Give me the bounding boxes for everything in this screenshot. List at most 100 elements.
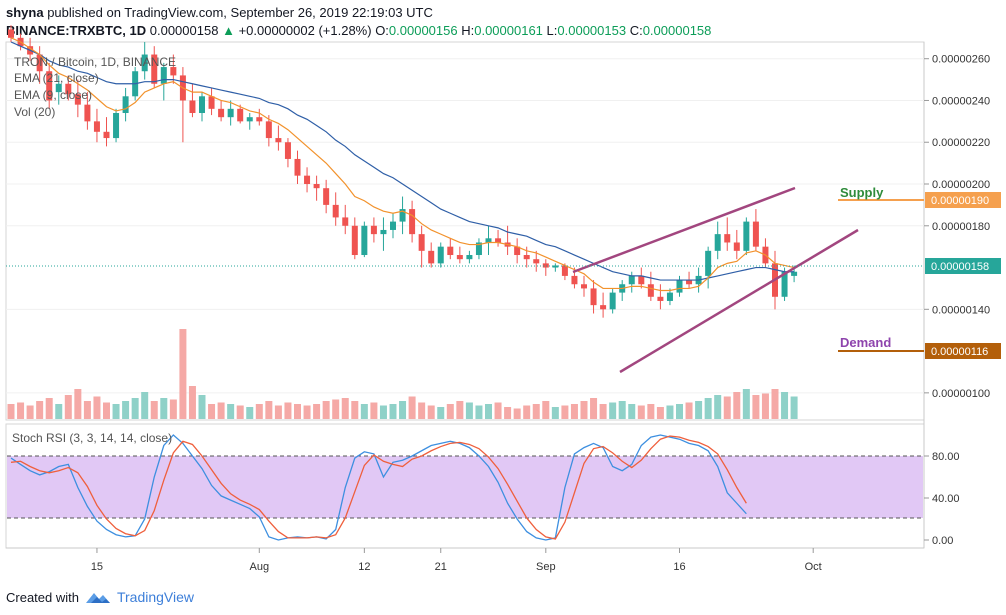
candle-body [466,255,473,260]
time-tick-label: 16 [673,561,685,573]
volume-bar [150,401,158,419]
candle-body [332,204,339,218]
candle-body [552,265,559,268]
volume-bar [685,402,693,419]
volume-bar [274,405,282,419]
volume-bar [599,404,607,419]
candle-body [571,275,578,285]
volume-bar [465,402,473,419]
candlestick-series[interactable] [8,25,798,318]
tradingview-brand[interactable]: TradingView [116,589,195,605]
high-label: H: [461,23,475,38]
volume-bar [188,386,196,419]
candle-body [74,94,81,105]
volume-bar [103,402,110,419]
volume-bar [399,401,407,419]
volume-bar [628,404,636,419]
high-value: 0.00000161 [474,23,543,38]
volume-bar [284,402,292,419]
volume-bar [504,407,512,419]
channel-lower-line[interactable] [619,228,859,374]
volume-bar [695,401,703,419]
candle-body [304,175,311,185]
volume-bar [227,404,235,419]
volume-bar [198,395,206,419]
time-tick-label: 15 [91,561,103,573]
demand-price-text: 0.00000116 [931,346,988,358]
publish-info: shyna published on TradingView.com, Sept… [6,5,433,20]
volume-bar [513,408,521,419]
volume-bar [131,398,139,419]
candle-body [456,255,463,260]
volume-bar [370,402,378,419]
volume-bar [609,402,617,419]
candle-body [227,108,234,118]
symbol-label: BINANCE:TRXBTC, 1D [6,23,147,38]
candle-body [647,284,654,297]
candle-body [370,225,377,235]
volume-bar [523,405,531,419]
candle-body [533,259,540,264]
candle-body [638,275,645,285]
candle-body [113,113,120,139]
volume-bar [55,404,63,419]
volume-bar [570,404,578,419]
time-tick-label: Aug [250,561,270,573]
volume-bar [742,389,750,419]
candle-body [724,234,731,243]
tradingview-logo-icon [85,593,110,603]
legend-title: TRON / Bitcoin, 1D, BINANCE [14,55,176,69]
volume-bar [408,396,416,419]
candle-body [791,271,798,276]
volume-bar [7,404,15,419]
price-tick-label: 0.00000240 [932,95,990,107]
volume-bar [45,398,53,419]
volume-bar [676,404,683,419]
volume-bar [733,392,741,419]
channel-upper-line[interactable] [572,186,796,274]
candle-body [208,96,215,109]
candle-body [447,246,454,256]
candle-body [475,242,482,256]
candle-body [151,54,158,84]
candle-body [628,275,635,285]
candle-body [390,221,396,230]
candle-body [428,250,435,264]
candle-body [103,131,110,139]
candle-body [657,296,664,301]
candle-body [265,121,272,139]
time-tick-label: Oct [805,561,822,573]
supply-price-tag [925,192,1001,208]
volume-bar [351,401,359,419]
volume-bar [446,404,454,419]
volume-bar [341,398,349,419]
time-tick-label: Sep [536,561,556,573]
candle-body [237,108,244,122]
current-price-text: 0.00000158 [931,261,989,273]
candle-body [514,246,521,256]
candle-body [361,225,368,256]
candle-body [46,71,53,101]
volume-bar [246,407,254,419]
ema21-line [10,41,795,281]
price-tick-label: 0.00000200 [932,179,990,191]
price-tick-label: 0.00000140 [932,304,990,316]
price-tick-label: 0.00000100 [932,388,990,400]
candle-body [437,246,444,264]
volume-bar [360,404,368,419]
volume-bar [666,405,674,419]
publish-text: published on TradingView.com, September … [47,5,433,20]
volume-bars [7,329,798,419]
candle-body [676,280,683,293]
time-axis[interactable]: 15 Aug 12 21 Sep 16 Oct [91,548,822,573]
last-price: 0.00000158 [149,23,219,38]
candle-body [380,229,387,235]
volume-bar [379,405,387,419]
rsi-tick-label: 40.00 [932,493,960,505]
ohlc-header: BINANCE:TRXBTC, 1D 0.00000158 ▲ +0.00000… [6,23,711,38]
volume-bar [83,401,91,419]
candle-body [284,142,291,159]
price-axis[interactable]: 0.00000260 0.00000240 0.00000220 0.00000200… [924,54,990,400]
volume-bar [704,398,712,419]
